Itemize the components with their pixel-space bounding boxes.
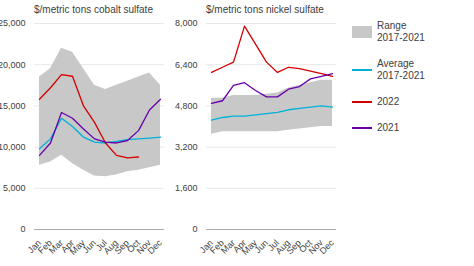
html-text:Range 2017-2021: Range 2017-2021: [377, 20, 425, 43]
svg-text:15,000: 15,000: [0, 101, 26, 111]
svg-text:1,600: 1,600: [175, 183, 198, 193]
svg-text:Jun: Jun: [252, 237, 270, 255]
svg-text:Dec: Dec: [146, 237, 165, 256]
svg-text:4,800: 4,800: [175, 101, 198, 111]
svg-text:Dec: Dec: [318, 237, 337, 256]
html-text:2022: 2022: [377, 96, 400, 107]
svg-text:Aug: Aug: [273, 237, 292, 257]
svg-text:Sep: Sep: [284, 237, 303, 257]
svg-text:Oct: Oct: [297, 237, 314, 255]
svg-text:0: 0: [192, 224, 197, 234]
html-text:Average 2017-2021: Average 2017-2021: [377, 58, 425, 81]
svg-text:20,000: 20,000: [0, 60, 26, 70]
svg-text:3,200: 3,200: [175, 142, 198, 152]
svg-text:Mar: Mar: [218, 237, 237, 256]
svg-text:Mar: Mar: [46, 237, 65, 256]
svg-text:5,000: 5,000: [3, 183, 26, 193]
svg-text:Sep: Sep: [112, 237, 131, 257]
svg-text:Jun: Jun: [80, 237, 98, 255]
svg-text:Aug: Aug: [101, 237, 120, 257]
svg-text:8,000: 8,000: [175, 18, 198, 28]
svg-text:10,000: 10,000: [0, 142, 26, 152]
svg-text:Jul: Jul: [265, 237, 281, 253]
svg-text:6,400: 6,400: [175, 60, 198, 70]
svg-text:Feb: Feb: [35, 237, 54, 256]
html-text:$/metric tons cobalt sulfate: $/metric tons cobalt sulfate: [34, 4, 153, 15]
svg-text:Nov: Nov: [306, 237, 325, 257]
svg-text:Apr: Apr: [59, 237, 76, 255]
svg-text:Feb: Feb: [207, 237, 226, 256]
svg-text:Jul: Jul: [93, 237, 109, 253]
svg-text:Apr: Apr: [231, 237, 248, 255]
html-text:2021: 2021: [377, 122, 400, 133]
svg-text:Jan: Jan: [25, 237, 43, 255]
svg-text:25,000: 25,000: [0, 18, 26, 28]
svg-text:0: 0: [20, 224, 25, 234]
html-text:$/metric tons nickel sulfate: $/metric tons nickel sulfate: [206, 4, 324, 15]
svg-text:May: May: [67, 237, 87, 257]
svg-text:Nov: Nov: [134, 237, 153, 257]
svg-text:Jan: Jan: [197, 237, 215, 255]
svg-text:Oct: Oct: [125, 237, 142, 255]
svg-text:May: May: [239, 237, 259, 257]
